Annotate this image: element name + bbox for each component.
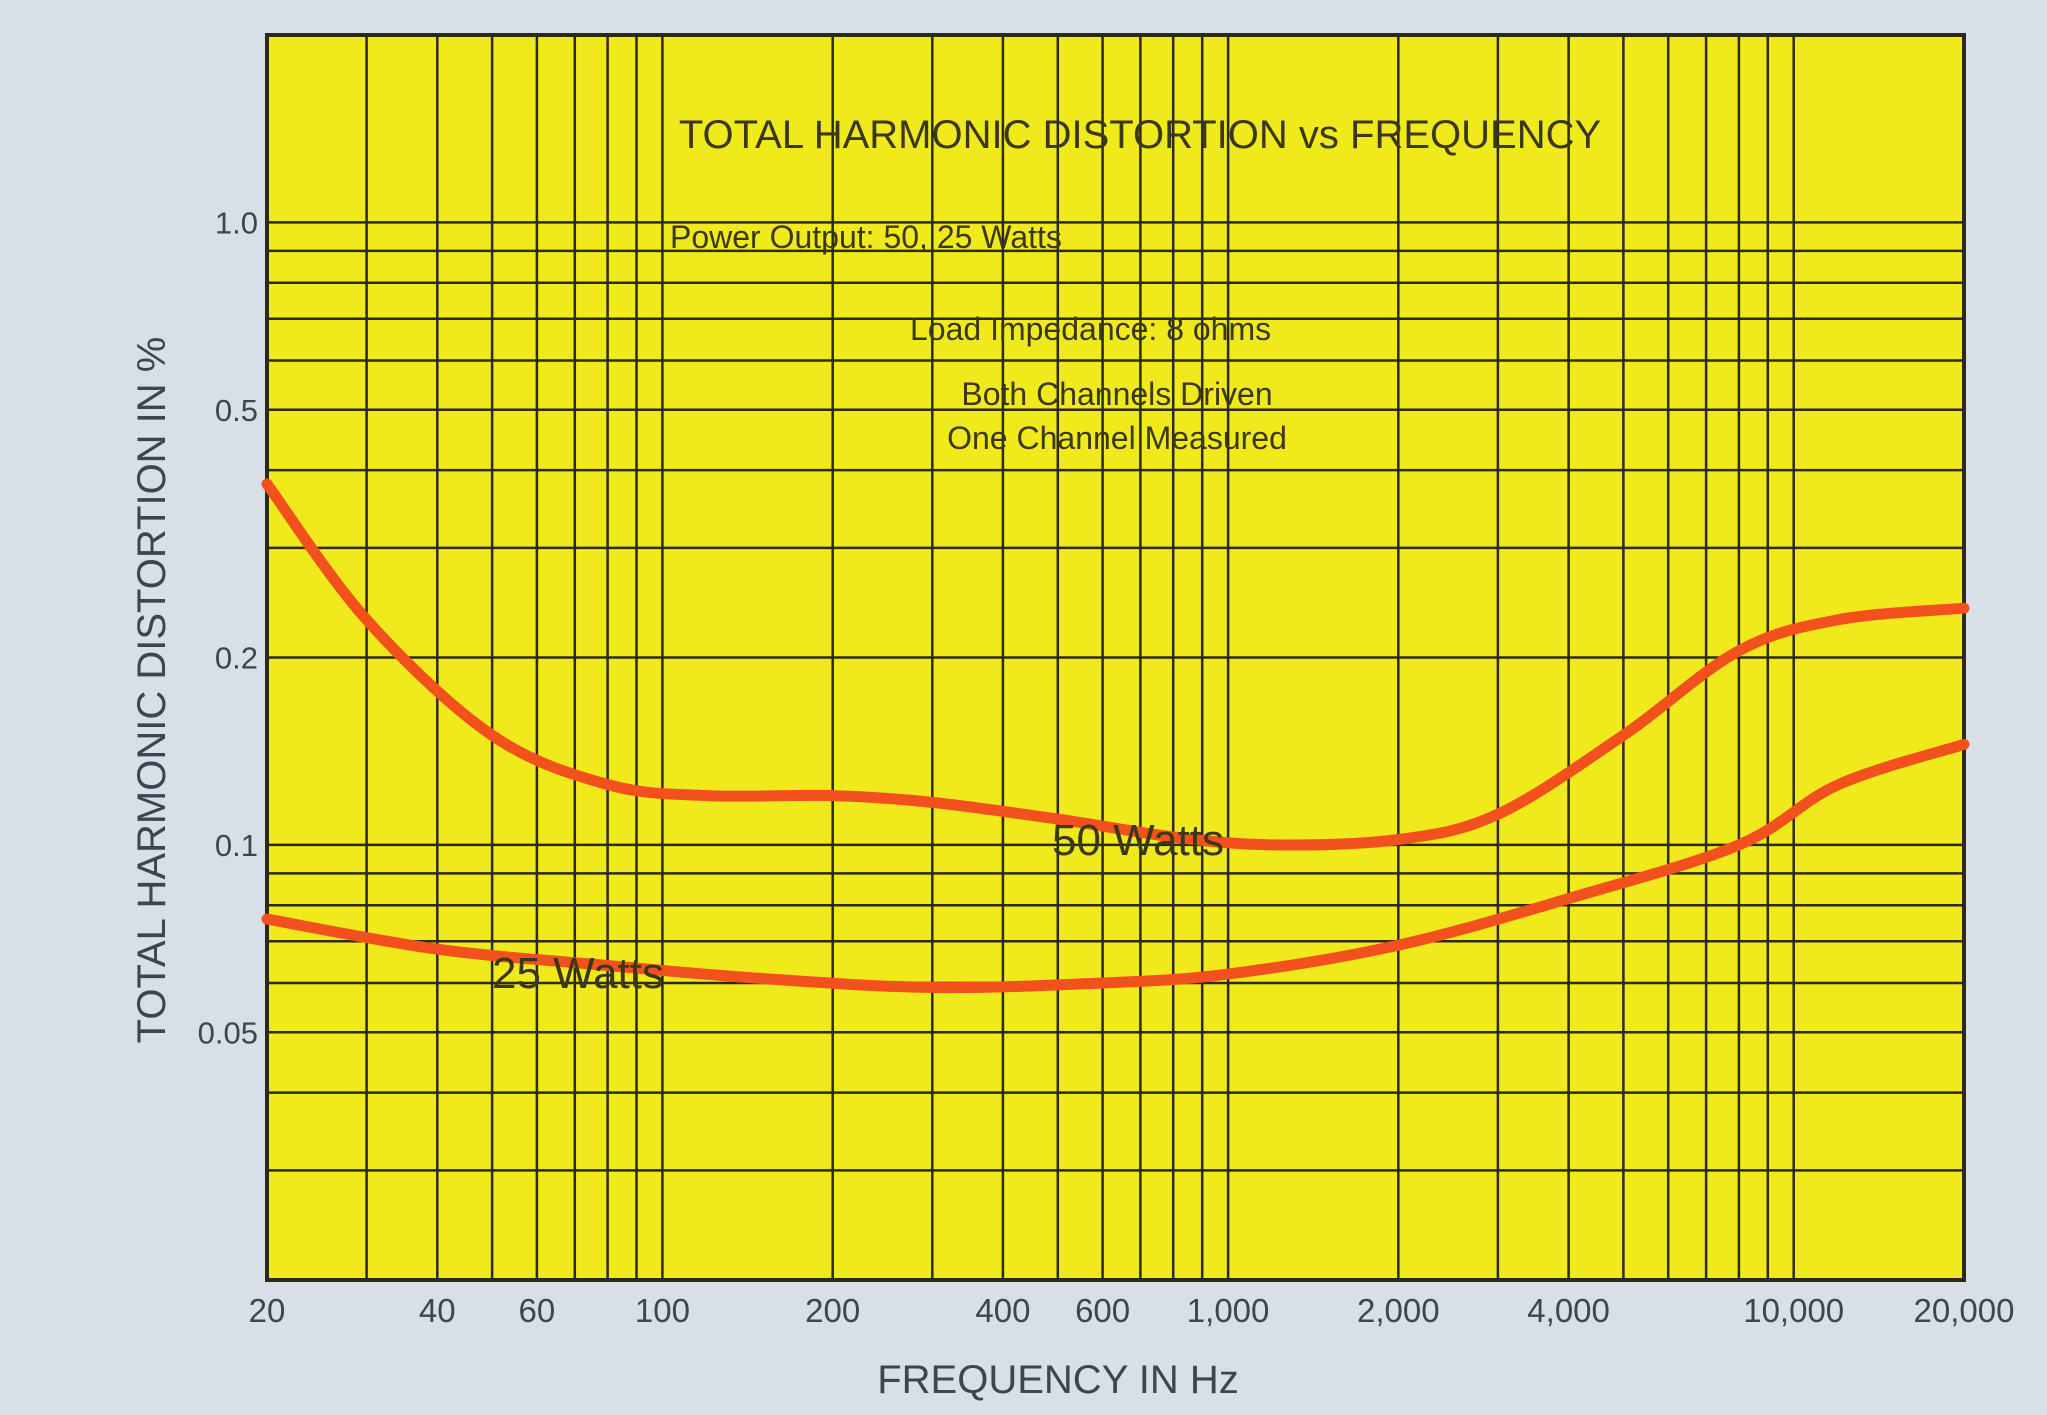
- y-tick-label: 1.0: [215, 205, 258, 240]
- y-tick-label: 0.1: [215, 828, 258, 863]
- x-tick-label: 40: [419, 1292, 456, 1329]
- x-tick-label: 4,000: [1527, 1292, 1610, 1329]
- x-tick-label: 200: [805, 1292, 860, 1329]
- chart-title: TOTAL HARMONIC DISTORTION vs FREQUENCY: [679, 113, 1601, 157]
- x-tick-label: 20,000: [1914, 1292, 2015, 1329]
- annotation-both-channels: Both Channels Driven: [961, 376, 1272, 412]
- x-tick-label: 1,000: [1187, 1292, 1270, 1329]
- grid: [265, 33, 1966, 1282]
- x-tick-label: 100: [635, 1292, 690, 1329]
- series-line-25-watts: [261, 738, 1970, 994]
- y-tick-label: 0.5: [215, 393, 258, 428]
- annotation-power-output: Power Output: 50, 25 Watts: [670, 219, 1062, 255]
- y-tick-label: 0.05: [198, 1015, 258, 1050]
- x-tick-label: 600: [1075, 1292, 1130, 1329]
- x-tick-labels: 20 40 60 100 200 400 600 1,000 2,000 4,000 10,000 2…: [249, 1292, 2015, 1329]
- y-tick-label: 0.2: [215, 641, 258, 676]
- series-label-50-watts: 50 Watts: [1052, 816, 1224, 865]
- x-tick-label: 20: [249, 1292, 286, 1329]
- x-axis-label: FREQUENCY IN Hz: [877, 1358, 1239, 1402]
- series-label-25-watts: 25 Watts: [492, 949, 664, 998]
- series-group: [261, 478, 1970, 994]
- x-tick-label: 60: [519, 1292, 556, 1329]
- series-line-50-watts: [261, 478, 1970, 851]
- annotation-one-channel: One Channel Measured: [947, 420, 1287, 456]
- x-tick-label: 10,000: [1743, 1292, 1844, 1329]
- annotation-load-impedance: Load Impedance: 8 ohms: [910, 311, 1271, 347]
- y-axis-label: TOTAL HARMONIC DISTORTION IN %: [130, 337, 174, 1044]
- x-tick-label: 2,000: [1357, 1292, 1440, 1329]
- y-tick-labels: 0.05 0.1 0.2 0.5 1.0: [198, 205, 258, 1050]
- plot-frame: [265, 33, 1966, 1282]
- x-tick-label: 400: [975, 1292, 1030, 1329]
